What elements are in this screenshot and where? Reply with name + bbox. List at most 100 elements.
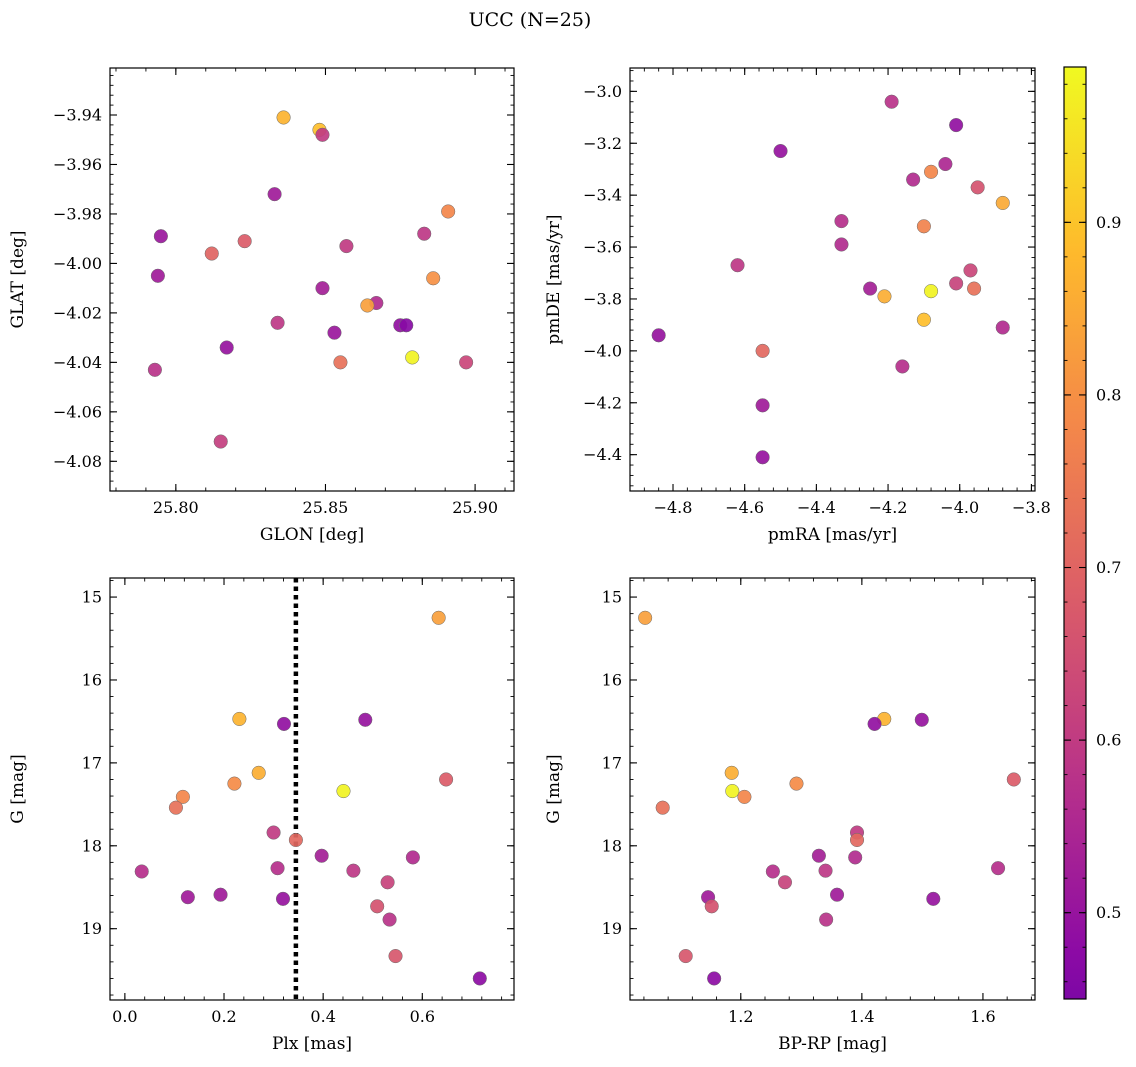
data-point — [916, 219, 931, 234]
data-point — [725, 784, 740, 799]
data-point — [251, 765, 266, 780]
data-point — [339, 239, 354, 254]
scatter-points — [638, 610, 1021, 986]
data-point — [730, 258, 745, 273]
data-point — [755, 343, 770, 358]
y-tick-label: −4.0 — [583, 341, 622, 360]
scatter-points — [134, 610, 487, 986]
data-point — [1006, 772, 1021, 787]
panel-2: −4.8 −4.6 −4.4 −4.2 −4.0 −3.8 −3.0 −3.2 −3.4 −3.6… — [544, 67, 1051, 545]
data-point — [150, 268, 165, 283]
x-tick-label: 1.2 — [728, 1007, 753, 1026]
data-point — [327, 325, 342, 340]
data-point — [765, 864, 780, 879]
data-point — [737, 789, 752, 804]
data-point — [147, 362, 162, 377]
data-point — [275, 891, 291, 906]
data-point — [315, 127, 330, 142]
data-point — [834, 214, 849, 229]
data-point — [266, 825, 281, 840]
panel-4: 1.2 1.4 1.6 15 16 17 18 19 BP-RP [mag] G [mag] — [544, 577, 1036, 1054]
y-tick-label: −4.00 — [53, 254, 102, 273]
data-point — [333, 355, 348, 370]
x-tick-label: 25.90 — [452, 498, 498, 517]
data-point — [655, 800, 670, 815]
data-point — [175, 789, 190, 804]
y-tick-label: 19 — [82, 919, 102, 938]
x-tick-label: −4.0 — [940, 498, 979, 517]
data-point — [926, 891, 941, 906]
panels: 25.80 25.85 25.90 −3.94 −3.96 −3.98 −4.00 −4.02… — [8, 67, 1051, 1054]
y-tick-label: −4.4 — [583, 445, 622, 464]
y-tick-label: −3.8 — [583, 289, 622, 308]
panel-1: 25.80 25.85 25.90 −3.94 −3.96 −3.98 −4.00 −4.02… — [8, 67, 515, 545]
data-point — [707, 971, 722, 986]
data-point — [755, 450, 770, 465]
y-tick-label: −3.4 — [583, 186, 622, 205]
data-point — [895, 359, 910, 374]
data-point — [346, 863, 361, 878]
y-tick-label: 17 — [82, 753, 102, 772]
x-tick-label: 0.6 — [410, 1007, 435, 1026]
x-axis-label: GLON [deg] — [260, 525, 364, 545]
y-tick-label: −4.2 — [583, 393, 622, 412]
x-tick-label: 1.6 — [970, 1007, 995, 1026]
data-point — [924, 164, 939, 179]
data-point — [288, 832, 303, 848]
x-tick-label: −4.4 — [797, 498, 836, 517]
data-point — [906, 172, 921, 187]
y-tick-label: −3.6 — [583, 238, 622, 257]
data-point — [336, 784, 351, 799]
y-tick-label: −3.2 — [583, 134, 622, 153]
data-point — [777, 875, 793, 890]
y-tick-label: 18 — [602, 836, 622, 855]
y-tick-label: −3.98 — [53, 204, 102, 223]
x-tick-label: 25.85 — [303, 498, 349, 517]
colorbar-tick-label: 0.9 — [1096, 213, 1121, 232]
y-axis-label: G [mag] — [8, 754, 28, 823]
data-point — [270, 315, 285, 330]
data-point — [877, 289, 892, 304]
data-point — [417, 226, 432, 241]
data-point — [232, 711, 247, 726]
scatter-points — [147, 110, 474, 449]
data-point — [949, 118, 964, 133]
data-point — [829, 887, 845, 902]
data-point — [213, 434, 228, 449]
colorbar: 0.5 0.6 0.7 0.8 0.9 — [1063, 66, 1121, 1000]
data-point — [388, 949, 403, 964]
data-point — [380, 875, 395, 890]
data-point — [963, 263, 978, 278]
data-point — [270, 861, 285, 876]
data-point — [991, 861, 1006, 876]
data-point — [651, 328, 666, 343]
colorbar-tick-label: 0.6 — [1096, 731, 1121, 750]
data-point — [773, 143, 788, 159]
data-point — [314, 848, 329, 863]
axes-frame — [109, 577, 515, 1001]
data-point — [382, 912, 397, 927]
x-tick-label: 0.2 — [211, 1007, 236, 1026]
scatter-points — [651, 94, 1010, 465]
data-point — [472, 971, 487, 986]
data-point — [967, 281, 982, 296]
data-point — [315, 281, 330, 296]
data-point — [724, 765, 739, 780]
y-axis-label: GLAT [deg] — [8, 230, 28, 328]
figure-title: UCC (N=25) — [469, 9, 592, 31]
x-axis-label: pmRA [mas/yr] — [768, 525, 897, 545]
data-point — [678, 949, 693, 964]
y-tick-label: 17 — [602, 753, 622, 772]
data-point — [219, 340, 234, 355]
data-point — [180, 890, 195, 905]
data-point — [459, 355, 474, 370]
x-tick-label: −3.8 — [1012, 498, 1051, 517]
data-point — [704, 899, 719, 914]
data-point — [405, 850, 420, 865]
x-tick-label: 1.4 — [849, 1007, 874, 1026]
data-point — [399, 318, 414, 333]
x-axis-label: Plx [mas] — [272, 1034, 352, 1054]
data-point — [153, 229, 168, 244]
colorbar-tick-label: 0.5 — [1096, 903, 1121, 922]
